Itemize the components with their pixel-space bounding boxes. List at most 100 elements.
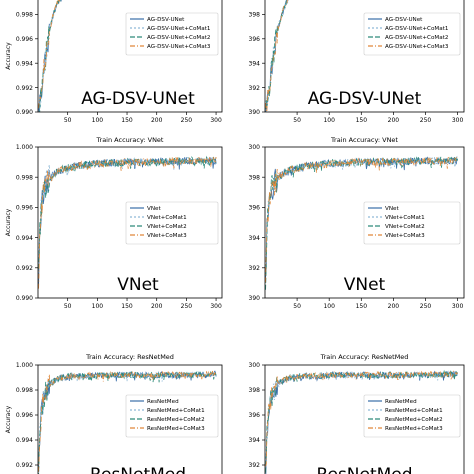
y-tick-label: 1.000 (16, 144, 33, 151)
legend-entry: VNet+CoMat1 (385, 215, 425, 221)
y-tick-label: 390 (249, 109, 261, 116)
legend: AG-DSV-UNet AG-DSV-UNet+CoMat1 AG-DSV-UNet… (125, 12, 219, 56)
series-line-3 (38, 155, 217, 270)
y-tick-label: 396 (249, 36, 261, 43)
legend: AG-DSV-UNet AG-DSV-UNet+CoMat1 AG-DSV-UNet… (363, 12, 461, 56)
x-tick-label: 150 (356, 303, 368, 310)
y-tick-label: 398 (249, 387, 261, 394)
x-tick-label: 300 (452, 117, 464, 124)
panel-title: Train Accuracy: ResNetMed (320, 353, 409, 361)
x-tick-label: 150 (356, 117, 368, 124)
legend-entry: AG-DSV-UNet+CoMat3 (385, 44, 449, 50)
legend-entry: ResNetMed+CoMat3 (147, 426, 205, 432)
y-tick-label: 398 (249, 12, 261, 19)
panel-title: Train Accuracy: VNet (330, 136, 398, 144)
y-tick-label: 300 (249, 362, 261, 369)
series-line-4 (38, 0, 60, 109)
panel-6: Train Accuracy: ResNetMed 392 394 396 398 300… (249, 353, 465, 474)
legend-entry: AG-DSV-UNet+CoMat2 (385, 35, 448, 41)
x-tick-label: 100 (92, 117, 104, 124)
legend-entry: VNet+CoMat2 (147, 224, 187, 230)
legend-entry: ResNetMed+CoMat2 (147, 417, 205, 423)
x-tick-label: 50 (293, 117, 301, 124)
y-tick-label: 0.994 (16, 437, 33, 444)
y-tick-label: 0.998 (16, 174, 33, 181)
legend: ResNetMed ResNetMed+CoMat1 ResNetMed+CoMat… (125, 394, 219, 438)
y-tick-label: 1.000 (16, 362, 33, 369)
y-tick-label: 396 (249, 205, 261, 212)
panel-overlay-label: VNet (344, 275, 386, 295)
series-line-3 (38, 370, 217, 474)
legend-entry: ResNetMed (147, 399, 179, 405)
axes-frame (264, 0, 465, 113)
x-tick-label: 300 (452, 303, 464, 310)
y-tick-label: 0.998 (16, 387, 33, 394)
y-tick-label: 0.990 (16, 109, 33, 116)
legend-entry: ResNetMed (385, 399, 417, 405)
y-tick-label: 0.992 (16, 462, 33, 469)
x-tick-label: 50 (293, 303, 301, 310)
x-tick-label: 300 (210, 117, 222, 124)
y-axis-label: Accuracy (5, 405, 12, 433)
legend-entry: ResNetMed+CoMat1 (147, 408, 205, 414)
y-tick-label: 392 (249, 462, 261, 469)
panel-title: Train Accuracy: VNet (96, 136, 164, 144)
y-tick-label: 0.996 (16, 36, 33, 43)
legend-entry: AG-DSV-UNet+CoMat2 (147, 35, 210, 41)
legend-entry: AG-DSV-UNet+CoMat1 (147, 26, 211, 32)
x-tick-label: 100 (92, 303, 104, 310)
panel-overlay-label: VNet (117, 275, 159, 295)
legend-entry: VNet+CoMat3 (147, 233, 187, 239)
legend-entry: VNet+CoMat1 (147, 215, 187, 221)
x-tick-label: 50 (64, 117, 72, 124)
series-line-4 (265, 370, 458, 467)
x-tick-label: 300 (210, 303, 222, 310)
y-tick-label: 0.994 (16, 235, 33, 242)
x-tick-label: 250 (420, 117, 432, 124)
y-tick-label: 394 (249, 60, 261, 67)
y-tick-label: 390 (249, 295, 261, 302)
axes-frame (264, 146, 465, 299)
panel-overlay-label: AG-DSV-UNet (308, 89, 422, 109)
y-tick-label: 394 (249, 235, 261, 242)
legend-entry: ResNetMed+CoMat2 (385, 417, 443, 423)
legend-entry: AG-DSV-UNet+CoMat1 (385, 26, 449, 32)
y-tick-label: 392 (249, 85, 261, 92)
x-tick-label: 150 (121, 303, 133, 310)
panel-overlay-label: ResNetMed (90, 465, 186, 474)
x-tick-label: 250 (181, 117, 193, 124)
y-tick-label: 0.996 (16, 412, 33, 419)
legend-entry: AG-DSV-UNet (385, 17, 423, 23)
legend-entry: ResNetMed+CoMat3 (385, 426, 443, 432)
x-tick-label: 50 (64, 303, 72, 310)
panel-1: 0.990 0.992 0.994 0.996 0.998 50 100 150 200 250 3… (5, 0, 223, 124)
axes-frame (37, 0, 223, 113)
panel-overlay-label: ResNetMed (316, 465, 412, 474)
axes-frame (37, 146, 223, 299)
x-tick-label: 250 (420, 303, 432, 310)
legend-entry: VNet (147, 206, 161, 212)
y-tick-label: 0.994 (16, 60, 33, 67)
x-tick-label: 200 (388, 303, 400, 310)
y-axis-label: Accuracy (5, 42, 12, 70)
series-line-3 (265, 156, 458, 290)
x-tick-label: 200 (388, 117, 400, 124)
x-tick-label: 100 (323, 303, 335, 310)
series-line-4 (265, 0, 288, 112)
series-line-3 (265, 369, 458, 473)
legend: VNet VNet+CoMat1 VNet+CoMat2 VNet+CoMat3 (363, 201, 461, 245)
series-line-4 (38, 370, 217, 472)
x-tick-label: 250 (181, 303, 193, 310)
y-tick-label: 300 (249, 144, 261, 151)
legend-entry: VNet+CoMat2 (385, 224, 425, 230)
legend-entry: VNet+CoMat3 (385, 233, 425, 239)
panel-5: Train Accuracy: ResNetMed 0.992 0.994 0.996… (5, 353, 223, 474)
axes-frame (37, 364, 223, 474)
y-tick-label: 394 (249, 437, 261, 444)
y-tick-label: 0.998 (16, 12, 33, 19)
y-tick-label: 0.996 (16, 205, 33, 212)
y-tick-label: 0.992 (16, 265, 33, 272)
x-tick-label: 200 (151, 117, 163, 124)
legend: VNet VNet+CoMat1 VNet+CoMat2 VNet+CoMat3 (125, 201, 219, 245)
